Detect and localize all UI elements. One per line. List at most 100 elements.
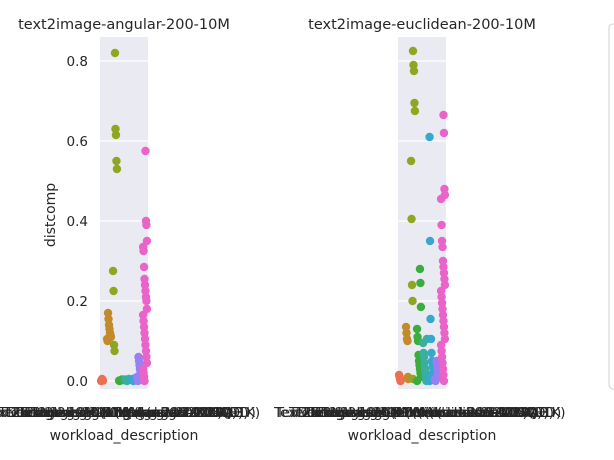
data-point — [407, 280, 417, 290]
data-point — [425, 132, 434, 142]
data-point — [139, 322, 149, 332]
x-tick-label: Text2Image-10M (angular-200-1M) — [0, 405, 232, 421]
data-point — [109, 286, 118, 296]
data-point — [141, 340, 150, 350]
data-point — [103, 336, 112, 346]
panel-left-y-ticks: 0.0 0.2 0.4 0.6 0.8 — [67, 54, 88, 390]
data-point — [426, 314, 435, 324]
data-point — [409, 66, 419, 76]
x-tick-label: Text2Image-10M (euclidean-200-10K) — [273, 405, 528, 421]
data-point — [140, 328, 149, 338]
data-point — [142, 352, 151, 362]
panel-left-xlabel: workload_description — [50, 428, 199, 444]
data-point — [420, 358, 429, 368]
data-point — [410, 98, 419, 108]
data-point — [437, 220, 446, 230]
x-tick-label: Text2Image-10M (angular-200-QE) — [10, 405, 244, 421]
x-tick-label: Text2Image-10M (angular-200-SQ) — [4, 405, 237, 421]
x-tick-label: Text2Image-10M (euclidean-200-SQ) — [295, 405, 543, 421]
data-point — [439, 370, 448, 380]
data-point — [103, 308, 113, 318]
y-tick-label: 0.6 — [67, 134, 88, 150]
panel-left-ylabel: distcomp — [43, 183, 59, 247]
data-point — [439, 110, 448, 120]
y-tick-label: 0.8 — [67, 54, 88, 70]
data-point — [108, 266, 118, 276]
y-tick-label: 0.2 — [67, 294, 88, 310]
data-point — [408, 296, 417, 306]
data-point — [409, 60, 418, 70]
data-point — [440, 274, 449, 284]
data-point — [111, 124, 120, 134]
data-point — [437, 352, 447, 362]
data-point — [140, 280, 150, 290]
data-point — [425, 236, 435, 246]
x-tick-label: Text2Image-10M (euclidean-200-DD) — [312, 405, 561, 421]
data-point — [439, 268, 449, 278]
panel-right: text2image-euclidean-200-10M Text2Image-… — [273, 17, 565, 444]
data-point — [440, 280, 450, 290]
data-point — [402, 328, 411, 338]
data-point — [406, 156, 416, 166]
data-point — [438, 310, 448, 320]
data-point — [139, 246, 148, 256]
data-point — [439, 128, 449, 138]
panel-right-title: text2image-euclidean-200-10M — [308, 17, 536, 33]
data-point — [436, 194, 446, 204]
data-point — [401, 322, 411, 332]
data-point — [438, 304, 447, 314]
panel-left-points — [96, 48, 152, 386]
data-point — [437, 292, 446, 302]
data-point — [415, 264, 425, 274]
data-point — [437, 298, 447, 308]
x-tick-label: Text2Image-10M (euclidean-200-AB) — [307, 405, 554, 421]
data-point — [138, 310, 148, 320]
data-point — [412, 376, 422, 386]
data-point — [407, 214, 416, 224]
data-point — [412, 324, 422, 334]
panel-right-xlabel: workload_description — [348, 428, 497, 444]
y-tick-label: 0.0 — [67, 374, 88, 390]
data-point — [104, 314, 113, 324]
data-point — [139, 262, 149, 272]
panel-left-title: text2image-angular-200-10M — [18, 17, 230, 33]
data-point — [418, 338, 428, 348]
x-tick-label: Text2Image-10M (angular-200-DD) — [21, 405, 256, 421]
x-tick-label: Text2Image-10M (euclidean-200-1K) — [319, 405, 565, 421]
data-point — [141, 146, 150, 156]
data-point — [140, 334, 150, 344]
data-point — [440, 328, 449, 338]
y-tick-label: 0.4 — [67, 214, 88, 230]
data-point — [141, 346, 151, 356]
data-point — [438, 242, 447, 252]
panel-right-points — [394, 46, 450, 386]
x-tick-label: Text2Image-10M (angular-200-AB) — [16, 405, 248, 421]
data-point — [438, 358, 447, 368]
data-point — [408, 46, 418, 56]
data-point — [139, 316, 148, 326]
data-point — [438, 256, 448, 266]
data-point — [438, 364, 448, 374]
data-point — [436, 286, 446, 296]
data-point — [111, 130, 121, 140]
data-point — [427, 348, 436, 358]
data-point — [439, 316, 448, 326]
data-point — [142, 236, 152, 246]
data-point — [142, 304, 152, 314]
data-point — [403, 336, 412, 346]
data-point — [436, 340, 446, 350]
data-point — [112, 156, 121, 166]
data-point — [419, 352, 429, 362]
data-point — [416, 302, 426, 312]
x-tick-label: Text2Image-10M (euclidean-200-1M) — [288, 405, 537, 421]
panel-right-x-tick-labels: Text2Image-10M (euclidean-200-10K)Text2I… — [273, 405, 565, 421]
data-point — [416, 278, 425, 288]
data-point — [110, 48, 120, 58]
data-point — [439, 322, 449, 332]
data-point — [410, 106, 420, 116]
data-point — [140, 376, 149, 386]
data-point — [426, 334, 436, 344]
data-point — [439, 262, 448, 272]
data-point — [133, 376, 143, 386]
